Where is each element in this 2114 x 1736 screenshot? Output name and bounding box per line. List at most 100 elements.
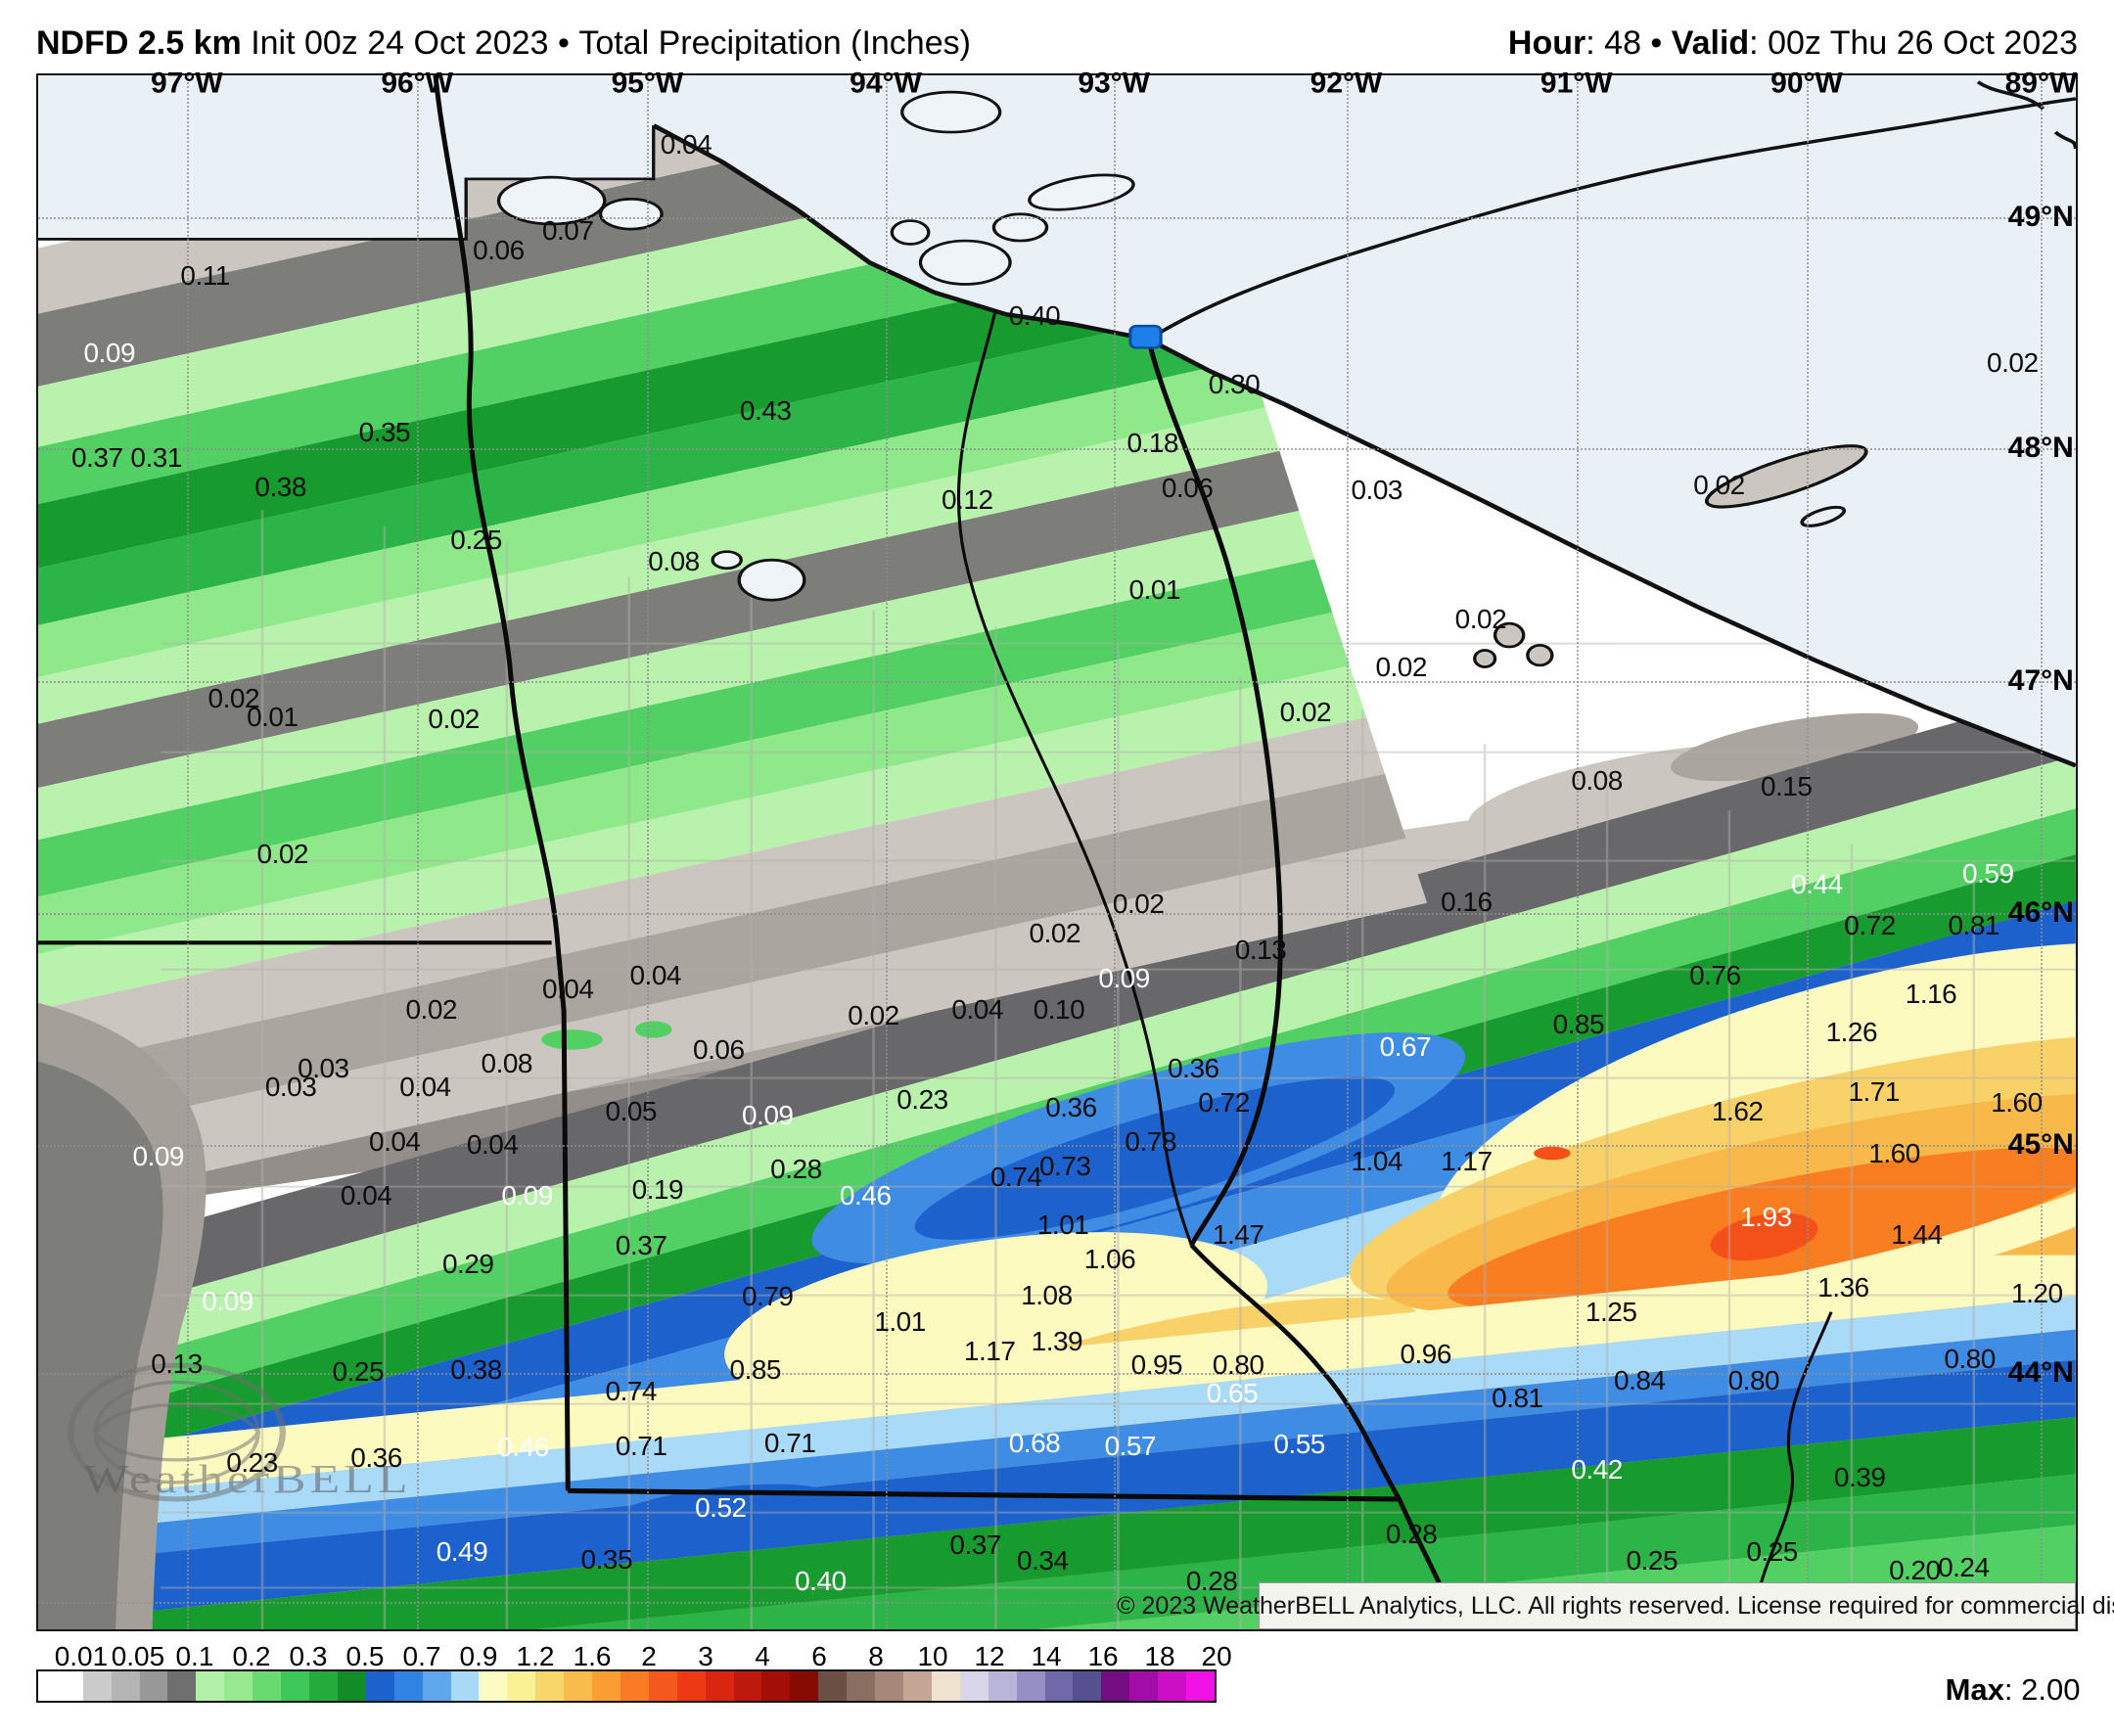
colorbar-cell — [1073, 1670, 1102, 1701]
precip-value-label: 1.93 — [1740, 1202, 1792, 1233]
precip-value-label: 0.16 — [1441, 886, 1493, 917]
colorbar-cell — [393, 1670, 423, 1701]
border-lakes — [496, 90, 1135, 602]
latitude-label: 48°N — [2007, 432, 2074, 465]
precip-value-label: 0.09 — [202, 1286, 253, 1317]
precip-value-label: 1.17 — [1441, 1146, 1493, 1177]
precip-value-label: 0.12 — [942, 483, 993, 515]
colorbar-cell — [422, 1670, 451, 1701]
max-label: Max — [1945, 1672, 2004, 1708]
colorbar-cell — [1129, 1670, 1159, 1701]
precip-value-label: 1.20 — [2011, 1278, 2063, 1309]
precip-value-label: 0.04 — [399, 1071, 451, 1102]
precip-value-label: 0.02 — [1987, 346, 2039, 378]
precip-value-label: 1.71 — [1848, 1075, 1900, 1107]
precip-value-label: 0.38 — [254, 471, 306, 502]
precip-value-label: 0.31 — [130, 441, 182, 473]
precip-value-label: 0.08 — [648, 546, 700, 577]
precip-value-label: 0.03 — [1351, 475, 1402, 506]
colorbar-cell — [733, 1670, 762, 1701]
precip-value-label: 0.76 — [1689, 959, 1741, 990]
precip-value-label: 0.30 — [1208, 369, 1261, 400]
colorbar-tick-label: 4 — [755, 1641, 770, 1672]
precip-value-label: 1.08 — [1021, 1279, 1073, 1310]
precip-value-label: 1.26 — [1825, 1017, 1878, 1048]
precip-value-label: 1.36 — [1817, 1271, 1869, 1302]
precip-value-label: 0.43 — [739, 395, 792, 427]
precip-value-label: 0.71 — [615, 1430, 667, 1461]
colorbar-cell — [1158, 1670, 1187, 1701]
precip-value-label: 0.04 — [541, 973, 594, 1004]
max-value-label: Max: 2.00 — [1946, 1672, 2081, 1708]
apostle-islands — [1473, 621, 1554, 668]
colorbar-cell — [1044, 1670, 1074, 1701]
precip-value-label: 0.37 — [615, 1229, 667, 1260]
longitude-label: 89°W — [2004, 66, 2078, 99]
precip-value-label: 0.04 — [660, 129, 712, 160]
colorbar-cell — [705, 1670, 734, 1701]
precip-value-label: 0.18 — [1126, 428, 1178, 459]
colorbar-cell — [167, 1670, 197, 1701]
precip-value-label: 1.01 — [874, 1305, 926, 1337]
colorbar-cell — [365, 1670, 394, 1701]
precip-value-label: 0.23 — [896, 1083, 948, 1115]
precip-value-label: 1.01 — [1036, 1210, 1089, 1241]
county-lines — [160, 510, 2076, 1630]
precip-value-label: 0.02 — [848, 999, 899, 1030]
precip-value-label: 0.25 — [332, 1355, 385, 1387]
colorbar-cell — [620, 1670, 649, 1701]
colorbar-tick-label: 2 — [641, 1641, 657, 1672]
hour-sep: : — [1586, 24, 1605, 62]
precip-value-label: 0.74 — [605, 1376, 658, 1407]
max-sep: : — [2003, 1672, 2022, 1708]
precip-value-label: 0.71 — [763, 1427, 816, 1458]
colorbar-cell — [875, 1670, 903, 1701]
precip-value-label: 0.05 — [605, 1096, 658, 1127]
colorbar-cell — [676, 1670, 706, 1701]
precip-value-label: 0.42 — [1571, 1453, 1623, 1485]
longitude-label: 97°W — [151, 66, 223, 99]
north-shore-and-islands — [1147, 80, 2076, 342]
bullet-separator: • — [557, 24, 570, 62]
colorbar-cell — [903, 1670, 932, 1701]
precip-value-label: 0.04 — [629, 959, 681, 990]
precip-value-label: 0.01 — [1128, 573, 1181, 605]
precip-value-label: 0.55 — [1273, 1429, 1325, 1460]
colorbar-cell — [790, 1670, 819, 1701]
colorbar-cell — [450, 1670, 480, 1701]
colorbar-cell — [1186, 1670, 1215, 1701]
precip-value-label: 1.47 — [1212, 1218, 1264, 1250]
colorbar-cell — [507, 1670, 536, 1701]
colorbar-tick-label: 0.2 — [232, 1641, 271, 1672]
precip-value-label: 0.06 — [473, 235, 525, 266]
precip-value-label: 0.13 — [1234, 935, 1287, 966]
longitude-label: 91°W — [1540, 66, 1613, 99]
precip-value-label: 0.06 — [1161, 473, 1214, 504]
precip-value-label: 0.19 — [631, 1173, 684, 1205]
precip-value-label: 0.81 — [1948, 909, 1999, 940]
colorbar-tick-label: 1.2 — [516, 1641, 555, 1672]
precip-value-label: 0.37 — [71, 441, 123, 473]
colorbar-cell — [931, 1670, 960, 1701]
precip-value-label: 1.06 — [1083, 1244, 1136, 1275]
precip-value-label: 0.80 — [1727, 1365, 1780, 1396]
precip-value-label: 0.04 — [369, 1125, 421, 1157]
station-marker — [1128, 324, 1163, 349]
precip-value-label: 0.65 — [1206, 1377, 1259, 1408]
colorbar-tick-label: 0.7 — [402, 1641, 441, 1672]
colorbar-tick-label: 20 — [1201, 1641, 1232, 1672]
precip-value-label: 0.34 — [1017, 1545, 1069, 1576]
precip-value-label: 0.09 — [1098, 962, 1150, 993]
colorbar-cell — [37, 1670, 83, 1701]
precip-value-label: 0.09 — [741, 1099, 794, 1130]
valid-title: Hour: 48 • Valid: 00z Thu 26 Oct 2023 — [1508, 24, 2078, 63]
model-name: NDFD 2.5 km — [36, 24, 242, 62]
colorbar-tick-label: 6 — [811, 1641, 827, 1672]
precip-value-label: 0.96 — [1400, 1339, 1451, 1370]
state-borders — [37, 75, 1833, 1630]
precip-value-label: 0.39 — [1833, 1461, 1886, 1492]
colorbar-cell — [1016, 1670, 1045, 1701]
precip-value-label: 0.46 — [497, 1432, 549, 1463]
colorbar-tick-label: 0.3 — [289, 1641, 328, 1672]
precip-value-label: 0.59 — [1962, 858, 2014, 890]
